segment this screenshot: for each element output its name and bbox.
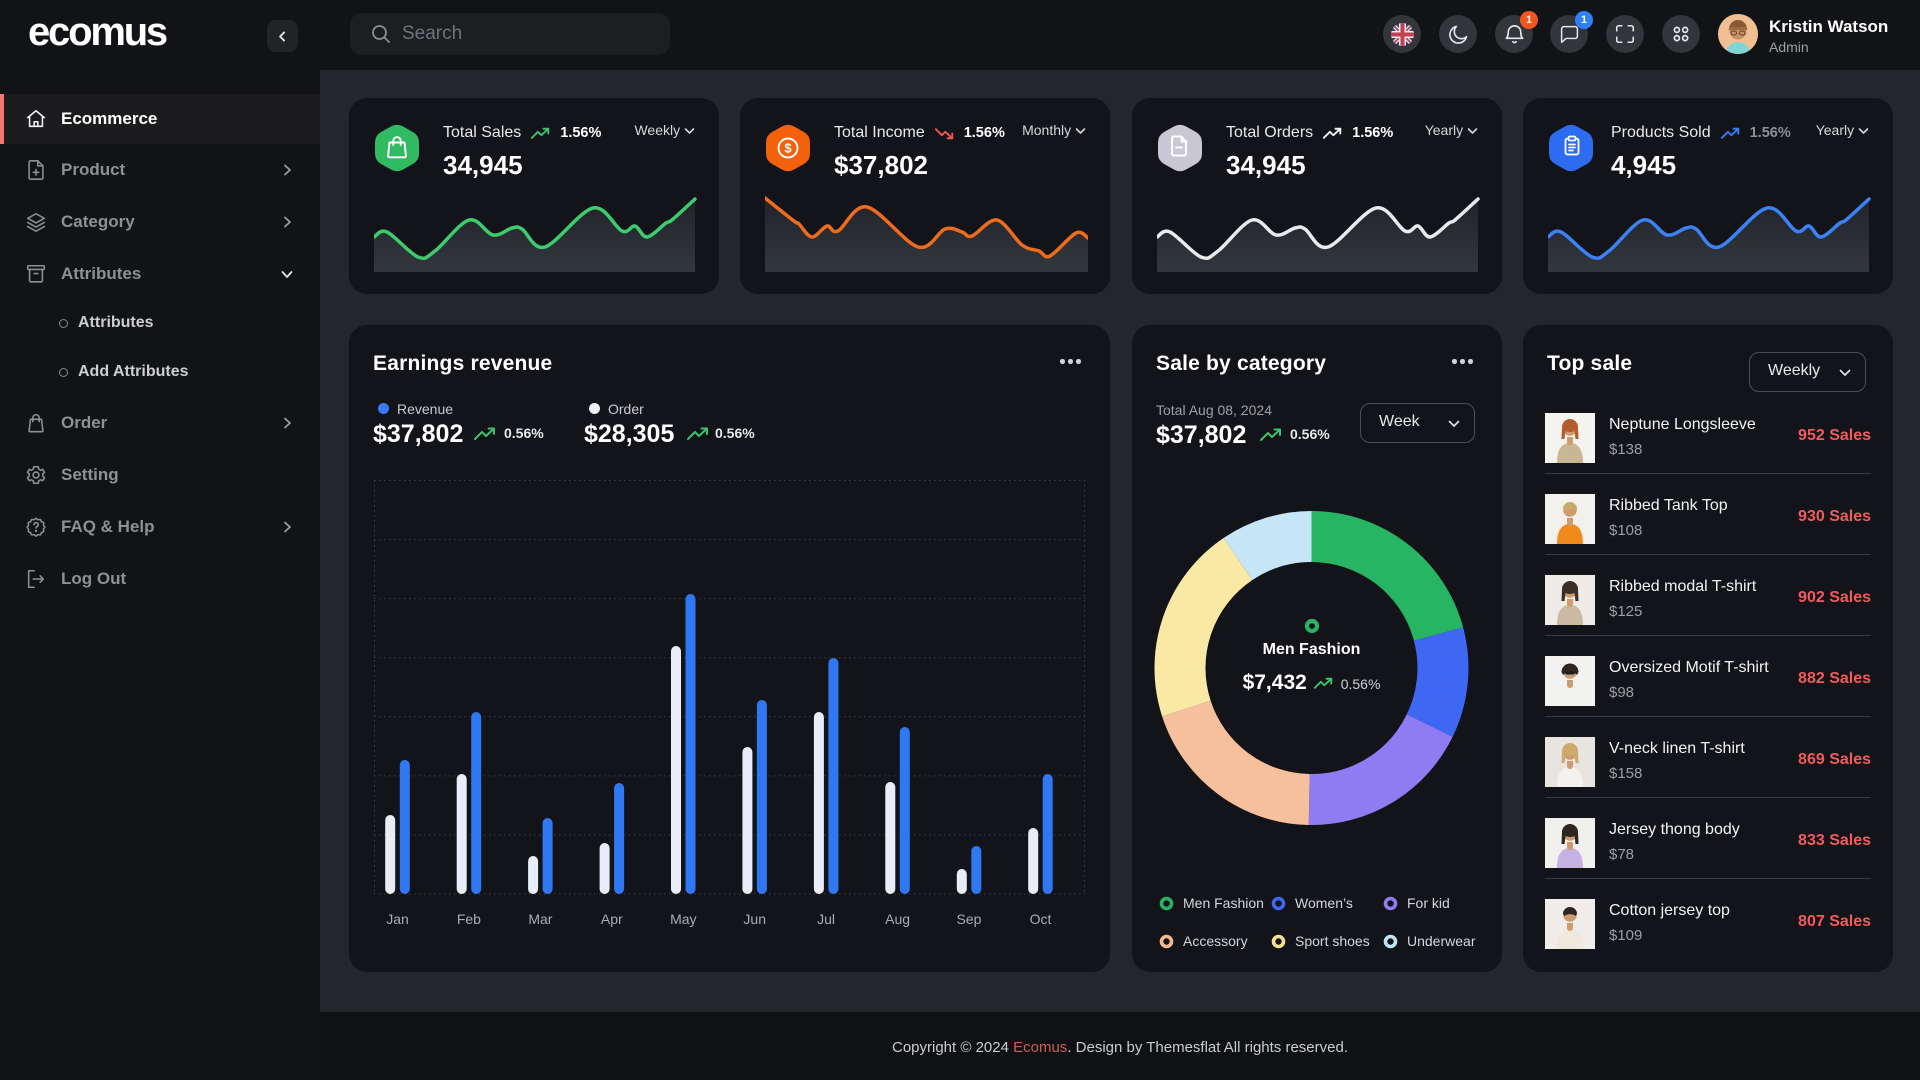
svg-text:Jul: Jul [817,911,835,927]
svg-text:May: May [670,911,696,927]
svg-text:Oct: Oct [1030,911,1052,927]
svg-text:Sep: Sep [957,911,982,927]
svg-text:Apr: Apr [601,911,623,927]
svg-text:Aug: Aug [885,911,910,927]
svg-text:$: $ [784,141,792,156]
svg-text:Feb: Feb [457,911,481,927]
svg-text:Mar: Mar [528,911,552,927]
svg-text:Jun: Jun [743,911,766,927]
svg-text:Jan: Jan [386,911,409,927]
